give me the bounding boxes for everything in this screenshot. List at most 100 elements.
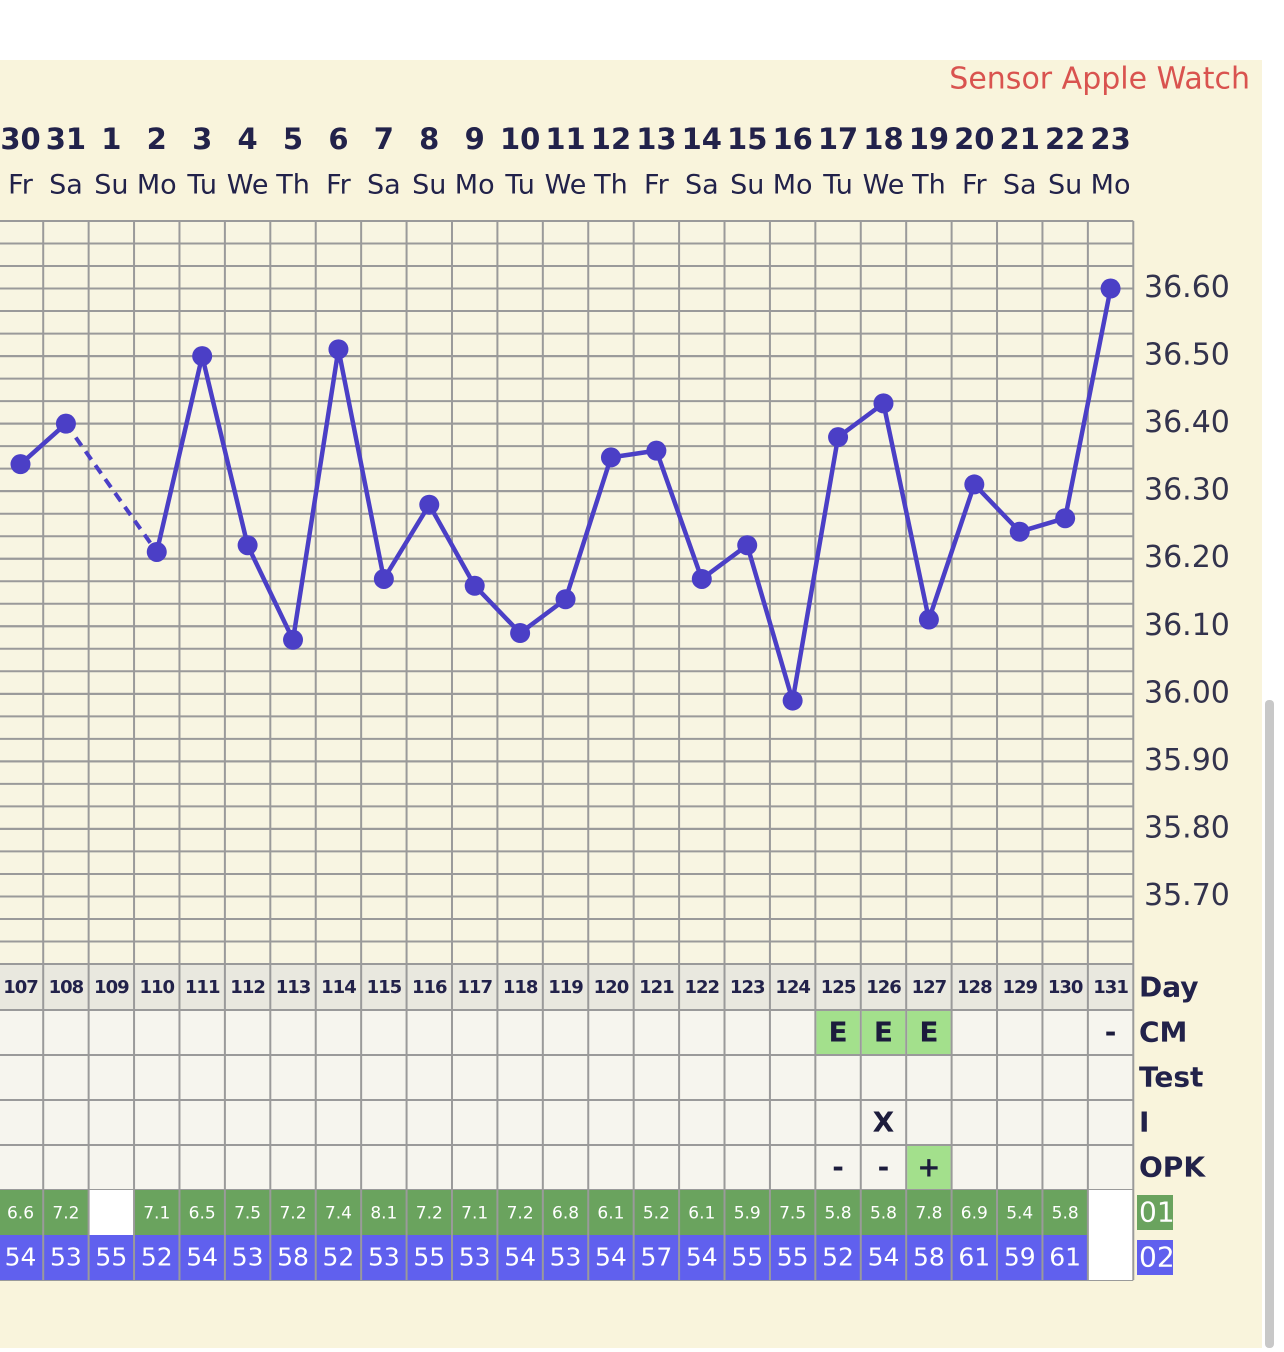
date-label: 10 bbox=[500, 122, 540, 156]
y-tick-label: 36.50 bbox=[1144, 338, 1230, 373]
r02-value: 55 bbox=[95, 1243, 127, 1272]
temperature-point bbox=[1009, 521, 1030, 542]
r01-cell bbox=[1087, 1190, 1134, 1235]
r02-cell bbox=[451, 1235, 498, 1280]
date-label: 16 bbox=[772, 122, 812, 156]
r01-value: 5.8 bbox=[1052, 1204, 1079, 1224]
r02-value: 54 bbox=[186, 1243, 218, 1272]
r01-cell bbox=[724, 1190, 770, 1235]
weekday-label: We bbox=[227, 170, 269, 201]
scrollbar[interactable] bbox=[1265, 700, 1274, 1348]
date-label: 5 bbox=[283, 122, 303, 156]
r02-cell bbox=[588, 1235, 634, 1280]
day-number: 108 bbox=[49, 977, 84, 998]
r01-cell bbox=[134, 1190, 180, 1235]
r01-cell bbox=[43, 1190, 89, 1235]
cm-value: E bbox=[874, 1016, 893, 1049]
day-number: 120 bbox=[594, 977, 629, 998]
r02-value: 55 bbox=[413, 1243, 445, 1272]
temperature-point bbox=[328, 339, 349, 360]
temperature-point bbox=[55, 413, 76, 434]
weekday-label: Fr bbox=[644, 170, 670, 201]
r01-value: 5.4 bbox=[1006, 1204, 1033, 1224]
date-label: 9 bbox=[465, 122, 485, 156]
gap-line bbox=[64, 422, 159, 554]
r02-cell bbox=[633, 1235, 680, 1280]
day-number: 128 bbox=[957, 977, 992, 998]
opk-value: + bbox=[917, 1151, 940, 1184]
weekday-label: Su bbox=[730, 170, 764, 201]
r01-cell bbox=[633, 1190, 680, 1235]
r01-cell bbox=[679, 1190, 725, 1235]
weekday-label: Sa bbox=[685, 170, 719, 201]
date-label: 20 bbox=[954, 122, 994, 156]
date-label: 7 bbox=[374, 122, 394, 156]
date-label: 3 bbox=[192, 122, 212, 156]
opk-value: - bbox=[832, 1151, 844, 1184]
r02-value: 54 bbox=[5, 1243, 37, 1272]
day-number: 123 bbox=[730, 977, 765, 998]
r01-value: 7.8 bbox=[915, 1204, 942, 1224]
r02-value: 54 bbox=[868, 1243, 900, 1272]
weekday-label: Su bbox=[1048, 170, 1082, 201]
r01-value: 6.1 bbox=[597, 1204, 624, 1224]
weekday-label: Mo bbox=[137, 170, 177, 201]
r02-value: 53 bbox=[459, 1243, 491, 1272]
temperature-point bbox=[10, 454, 31, 475]
r01-cell bbox=[542, 1190, 589, 1235]
r02-value: 53 bbox=[50, 1243, 82, 1272]
r01-value: 5.8 bbox=[825, 1204, 852, 1224]
temperature-point bbox=[691, 568, 712, 589]
y-tick-label: 35.80 bbox=[1144, 810, 1230, 845]
weekday-label: Mo bbox=[1091, 170, 1131, 201]
weekday-label: We bbox=[863, 170, 905, 201]
y-tick-label: 35.70 bbox=[1144, 878, 1230, 913]
cm-highlight bbox=[816, 1011, 860, 1054]
row-label-bg bbox=[1137, 1195, 1173, 1230]
row-label: 01 bbox=[1139, 1196, 1175, 1229]
r02-value: 53 bbox=[232, 1243, 264, 1272]
r01-cell bbox=[497, 1190, 543, 1235]
r01-cell bbox=[769, 1190, 816, 1235]
day-number: 127 bbox=[912, 977, 947, 998]
r02-value: 55 bbox=[731, 1243, 763, 1272]
date-label: 15 bbox=[727, 122, 767, 156]
date-label: 4 bbox=[238, 122, 258, 156]
r02-value: 54 bbox=[504, 1243, 536, 1272]
day-number: 129 bbox=[1002, 977, 1037, 998]
r01-cell bbox=[860, 1190, 907, 1235]
r02-value: 54 bbox=[595, 1243, 627, 1272]
r02-value: 61 bbox=[1049, 1243, 1081, 1272]
r01-cell bbox=[0, 1190, 44, 1235]
day-number: 107 bbox=[3, 977, 38, 998]
day-number: 126 bbox=[866, 977, 901, 998]
temperature-point bbox=[510, 623, 531, 644]
temperature-point bbox=[1055, 508, 1076, 529]
weekday-label: Su bbox=[412, 170, 446, 201]
temperature-point bbox=[464, 575, 485, 596]
weekday-label: Tu bbox=[186, 170, 217, 201]
y-tick-label: 35.90 bbox=[1144, 743, 1230, 778]
cm-highlight bbox=[861, 1011, 906, 1054]
r02-cell bbox=[406, 1235, 452, 1280]
r02-value: 55 bbox=[777, 1243, 809, 1272]
date-label: 6 bbox=[328, 122, 348, 156]
temperature-point bbox=[283, 629, 304, 650]
temperature-point bbox=[964, 474, 985, 495]
cm-highlight bbox=[907, 1011, 951, 1054]
y-tick-label: 36.40 bbox=[1144, 405, 1230, 440]
weekday-label: Mo bbox=[773, 170, 813, 201]
date-label: 1 bbox=[101, 122, 121, 156]
day-number: 118 bbox=[503, 977, 538, 998]
r02-cell bbox=[542, 1235, 589, 1280]
r01-cell bbox=[588, 1190, 634, 1235]
weekday-label: Fr bbox=[326, 170, 352, 201]
r02-value: 53 bbox=[550, 1243, 582, 1272]
temperature-point bbox=[873, 393, 894, 414]
temperature-point bbox=[373, 568, 394, 589]
day-number: 112 bbox=[230, 977, 265, 998]
cm-value: - bbox=[1105, 1016, 1117, 1049]
weekday-label: Fr bbox=[962, 170, 988, 201]
r01-value: 6.9 bbox=[961, 1204, 988, 1224]
r02-cell bbox=[0, 1235, 44, 1280]
